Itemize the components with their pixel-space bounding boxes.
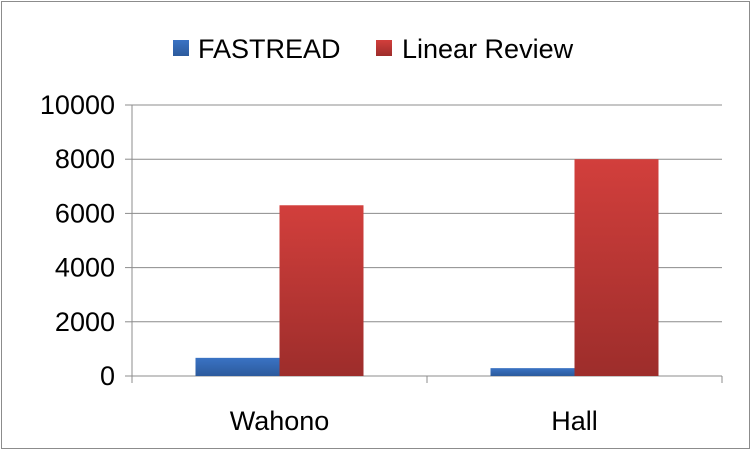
bar-linear-review-wahono: [279, 205, 364, 376]
bars: [195, 159, 659, 376]
y-tick-label: 8000: [55, 144, 115, 174]
x-tick-label: Hall: [551, 406, 598, 436]
y-tick-label: 4000: [55, 253, 115, 283]
bar-fastread-wahono: [195, 357, 280, 376]
legend-swatch-fastread: [173, 40, 189, 56]
legend-label-linear-review: Linear Review: [402, 34, 574, 64]
y-tick-label: 10000: [40, 90, 115, 120]
y-tick-label: 2000: [55, 307, 115, 337]
legend-label-fastread: FASTREAD: [198, 34, 341, 64]
bar-fastread-hall: [490, 368, 575, 376]
bar-linear-review-hall: [574, 159, 659, 376]
tick-labels: 0 2000 4000 6000 8000 10000 Wahono Hall: [40, 90, 598, 436]
y-tick-label: 6000: [55, 198, 115, 228]
y-tick-label: 0: [100, 361, 115, 391]
legend-swatch-linear-review: [376, 40, 392, 56]
x-tick-label: Wahono: [230, 406, 330, 436]
legend: FASTREAD Linear Review: [173, 34, 574, 64]
